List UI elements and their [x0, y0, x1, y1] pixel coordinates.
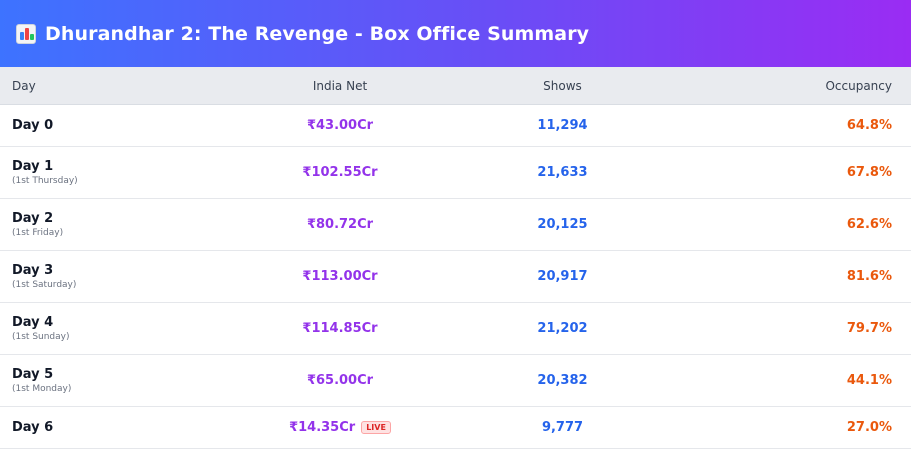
day-label: Day 3 [12, 263, 54, 278]
day-cell: Day 1 (1st Thursday) [0, 146, 240, 199]
shows-cell: 20,917 [440, 250, 685, 303]
shows-value: 20,917 [537, 269, 588, 284]
box-office-table: Day India Net Shows Occupancy Day 0 ₹43.0… [0, 67, 911, 449]
shows-cell: 21,633 [440, 146, 685, 199]
shows-value: 11,294 [537, 118, 588, 133]
india-net-cell: ₹43.00Cr [240, 104, 440, 147]
page-header: Dhurandhar 2: The Revenge - Box Office S… [0, 0, 911, 67]
shows-cell: 20,125 [440, 198, 685, 251]
occupancy-cell: 64.8% [685, 104, 911, 147]
day-weekday-label: (1st Sunday) [12, 332, 70, 342]
table-row: Day 5 (1st Monday) ₹65.00Cr 20,382 44.1% [0, 354, 911, 407]
live-badge: LIVE [361, 421, 391, 434]
day-weekday-label: (1st Thursday) [12, 176, 78, 186]
shows-value: 20,125 [537, 217, 588, 232]
table-header-row: Day India Net Shows Occupancy [0, 67, 911, 105]
occupancy-cell: 44.1% [685, 354, 911, 407]
day-label: Day 5 [12, 367, 54, 382]
shows-value: 21,633 [537, 165, 588, 180]
table-row: Day 4 (1st Sunday) ₹114.85Cr 21,202 79.7% [0, 302, 911, 355]
day-weekday-label: (1st Friday) [12, 228, 64, 238]
day-weekday-label: (1st Monday) [12, 384, 72, 394]
occupancy-value: 44.1% [846, 373, 892, 388]
column-header-india-net: India Net [240, 67, 440, 105]
shows-value: 20,382 [537, 373, 588, 388]
day-cell: Day 4 (1st Sunday) [0, 302, 240, 355]
table-row: Day 1 (1st Thursday) ₹102.55Cr 21,633 67.8% [0, 146, 911, 199]
day-label: Day 1 [12, 159, 54, 174]
day-cell: Day 2 (1st Friday) [0, 198, 240, 251]
day-label: Day 4 [12, 315, 54, 330]
india-net-cell: ₹113.00Cr [240, 250, 440, 303]
occupancy-value: 27.0% [846, 420, 892, 435]
india-net-value: ₹65.00Cr [306, 373, 374, 388]
occupancy-value: 79.7% [846, 321, 892, 336]
occupancy-cell: 67.8% [685, 146, 911, 199]
bar-chart-icon [16, 23, 36, 44]
shows-cell: 21,202 [440, 302, 685, 355]
india-net-value: ₹80.72Cr [306, 217, 374, 232]
shows-cell: 20,382 [440, 354, 685, 407]
india-net-cell: ₹65.00Cr [240, 354, 440, 407]
table-row: Day 0 ₹43.00Cr 11,294 64.8% [0, 104, 911, 147]
occupancy-value: 81.6% [846, 269, 892, 284]
day-cell: Day 5 (1st Monday) [0, 354, 240, 407]
shows-cell: 11,294 [440, 104, 685, 147]
occupancy-cell: 81.6% [685, 250, 911, 303]
india-net-value: ₹113.00Cr [302, 269, 378, 284]
column-header-day: Day [0, 67, 240, 105]
day-label: Day 2 [12, 211, 54, 226]
india-net-cell: ₹80.72Cr [240, 198, 440, 251]
day-cell: Day 0 [0, 104, 240, 147]
india-net-value: ₹14.35Cr [289, 420, 356, 435]
table-row: Day 2 (1st Friday) ₹80.72Cr 20,125 62.6% [0, 198, 911, 251]
column-header-occupancy: Occupancy [685, 67, 911, 105]
india-net-cell: ₹14.35Cr LIVE [240, 406, 440, 449]
occupancy-value: 67.8% [846, 165, 892, 180]
day-weekday-label: (1st Saturday) [12, 280, 77, 290]
day-cell: Day 3 (1st Saturday) [0, 250, 240, 303]
shows-value: 9,777 [541, 420, 584, 435]
occupancy-cell: 27.0% [685, 406, 911, 449]
india-net-cell: ₹114.85Cr [240, 302, 440, 355]
shows-value: 21,202 [537, 321, 588, 336]
india-net-value: ₹43.00Cr [306, 118, 374, 133]
shows-cell: 9,777 [440, 406, 685, 449]
occupancy-value: 62.6% [846, 217, 892, 232]
occupancy-value: 64.8% [846, 118, 892, 133]
india-net-cell: ₹102.55Cr [240, 146, 440, 199]
occupancy-cell: 79.7% [685, 302, 911, 355]
india-net-value: ₹114.85Cr [302, 321, 378, 336]
day-label: Day 0 [12, 118, 54, 133]
table-row: Day 3 (1st Saturday) ₹113.00Cr 20,917 81.6% [0, 250, 911, 303]
occupancy-cell: 62.6% [685, 198, 911, 251]
day-label: Day 6 [12, 420, 54, 435]
page-title: Dhurandhar 2: The Revenge - Box Office S… [45, 22, 590, 45]
table-row: Day 6 ₹14.35Cr LIVE 9,777 27.0% [0, 406, 911, 449]
column-header-shows: Shows [440, 67, 685, 105]
day-cell: Day 6 [0, 406, 240, 449]
india-net-value: ₹102.55Cr [302, 165, 378, 180]
